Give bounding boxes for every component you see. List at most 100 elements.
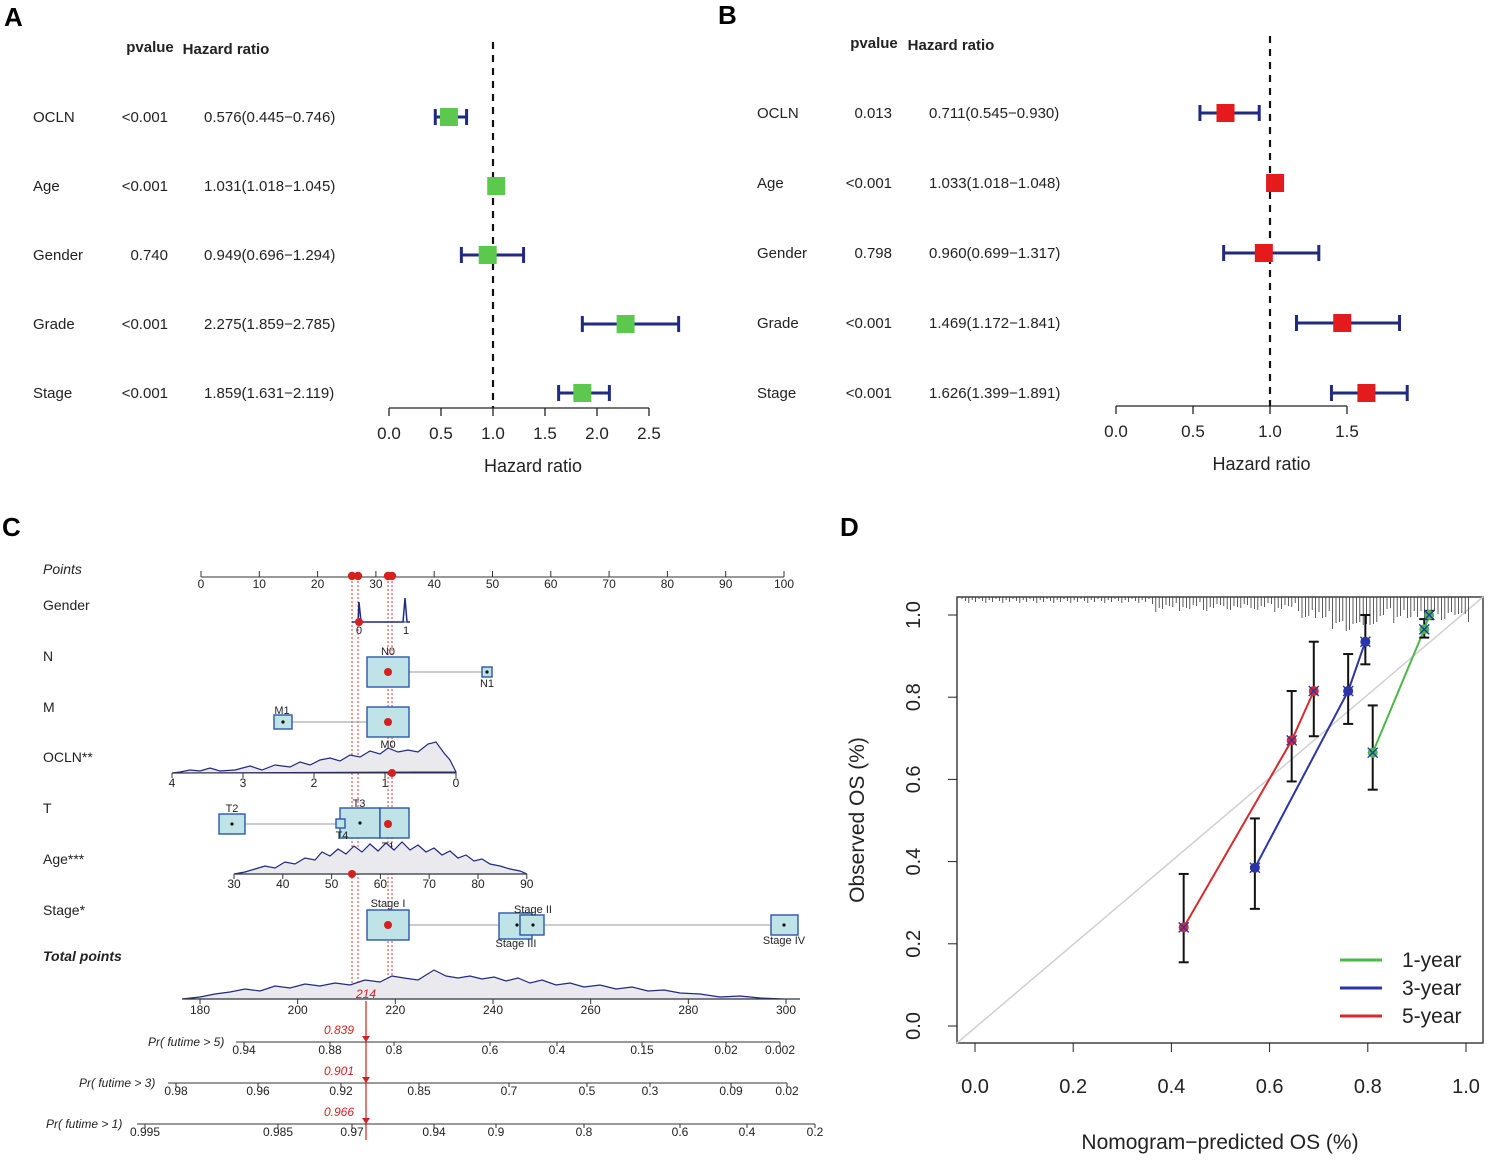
row-name: Gender xyxy=(33,247,83,264)
variable-label: N xyxy=(43,648,53,664)
points-tick-label: 30 xyxy=(369,577,383,591)
x-tick-label: 0.0 xyxy=(961,1076,989,1098)
stage-ii-dot xyxy=(531,923,535,927)
panel-label-d: D xyxy=(840,512,859,542)
legend-label: 3-year xyxy=(1402,977,1462,1000)
hr-marker xyxy=(1333,314,1352,332)
total-density xyxy=(181,969,800,1000)
probability-arrow xyxy=(362,1118,370,1124)
row-name: Age xyxy=(33,178,60,195)
point-cross xyxy=(1342,685,1354,697)
hr-marker xyxy=(573,384,592,402)
row-pvalue: <0.001 xyxy=(846,385,892,402)
total-tick-label: 260 xyxy=(581,1003,601,1017)
m-label-m0: M0 xyxy=(380,739,395,751)
y-tick-label: 0.8 xyxy=(903,683,925,711)
probability-tick-label: 0.94 xyxy=(232,1043,256,1057)
total-points-label: Total points xyxy=(43,948,122,964)
calibration-plot-d: 0.0 0.2 0.4 0.6 0.8 1.0 0.0 0.2 0.4 0.6 0.8 1.0 Nomo… xyxy=(846,596,1484,1154)
age-selected-marker xyxy=(348,870,356,878)
panel-label-c: C xyxy=(2,512,21,542)
age-density xyxy=(233,841,528,875)
header-hazard-ratio: Hazard ratio xyxy=(183,41,270,58)
points-marker xyxy=(387,571,397,581)
x-tick-label: 0.2 xyxy=(1059,1076,1087,1098)
total-tick-label: 280 xyxy=(678,1003,698,1017)
age-tick-label: 30 xyxy=(227,877,241,891)
probability-arrow xyxy=(362,1077,370,1083)
x-tick-label: 0.5 xyxy=(429,424,453,443)
probability-tick-label: 0.8 xyxy=(576,1125,593,1139)
ideal-diagonal xyxy=(956,596,1484,1044)
t-label-t4: T4 xyxy=(336,830,349,842)
point-cross xyxy=(1423,609,1435,621)
probability-value: 0.966 xyxy=(324,1105,354,1119)
total-tick-label: 220 xyxy=(385,1003,405,1017)
row-name: Age xyxy=(757,175,784,192)
t2-dot xyxy=(230,822,234,826)
row-name: Stage xyxy=(757,385,796,402)
probability-tick-label: 0.98 xyxy=(164,1084,188,1098)
hr-marker xyxy=(487,177,506,195)
point-cross xyxy=(1249,862,1261,874)
probability-tick-label: 0.4 xyxy=(739,1125,756,1139)
probability-tick-label: 0.3 xyxy=(642,1084,659,1098)
m1-dot xyxy=(281,720,285,724)
probability-tick-label: 0.4 xyxy=(549,1043,566,1057)
n-label-n0: N0 xyxy=(381,646,395,658)
gender-selected-marker xyxy=(355,618,363,626)
probability-tick-label: 0.5 xyxy=(579,1084,596,1098)
m0-box xyxy=(366,706,410,738)
y-axis-label: Observed OS (%) xyxy=(846,737,869,903)
points-tick-label: 0 xyxy=(198,577,205,591)
probability-tick-label: 0.09 xyxy=(719,1084,743,1098)
m-selected-marker xyxy=(384,718,392,726)
forest-plot-a: pvalue Hazard ratio OCLN <0.001 0.576(0.445−… xyxy=(33,39,681,476)
probability-arrow xyxy=(362,1036,370,1042)
m-label-m1: M1 xyxy=(274,705,289,717)
row-hr-text: 1.033(1.018−1.048) xyxy=(929,175,1060,192)
probability-label: Pr( futime > 5) xyxy=(148,1035,224,1049)
probability-tick-label: 0.6 xyxy=(482,1043,499,1057)
total-tick-label: 200 xyxy=(288,1003,308,1017)
point-cross xyxy=(1308,685,1320,697)
age-tick-label: 60 xyxy=(374,877,388,891)
row-hr-text: 1.469(1.172−1.841) xyxy=(929,315,1060,332)
total-tick-label: 240 xyxy=(483,1003,503,1017)
ocln-tick-label: 1 xyxy=(382,776,389,790)
row-hr-text: 2.275(1.859−2.785) xyxy=(204,316,335,333)
t4-box xyxy=(335,818,346,829)
probability-tick-label: 0.96 xyxy=(246,1084,270,1098)
age-tick-label: 80 xyxy=(471,877,485,891)
row-name: OCLN xyxy=(33,109,75,126)
x-axis-label: Hazard ratio xyxy=(1212,454,1310,474)
probability-tick-label: 0.9 xyxy=(488,1125,505,1139)
x-tick-label: 1.5 xyxy=(533,424,557,443)
hr-marker xyxy=(1266,174,1285,192)
row-pvalue: <0.001 xyxy=(122,109,168,126)
row-hr-text: 0.949(0.696−1.294) xyxy=(204,247,335,264)
probability-tick-label: 0.02 xyxy=(714,1043,738,1057)
y-tick-label: 0.0 xyxy=(903,1012,925,1040)
panel-label-a: A xyxy=(4,2,23,32)
probability-tick-label: 0.85 xyxy=(407,1084,431,1098)
row-pvalue: <0.001 xyxy=(122,385,168,402)
header-hazard-ratio: Hazard ratio xyxy=(908,37,995,54)
row-hr-text: 0.711(0.545−0.930) xyxy=(929,105,1059,122)
x-axis-label: Nomogram−predicted OS (%) xyxy=(1081,1131,1358,1154)
series-line-5-year xyxy=(1182,690,1315,928)
row-name: Gender xyxy=(757,245,807,262)
stage-selected-marker xyxy=(384,921,392,929)
hr-marker xyxy=(478,246,497,264)
x-tick-label: 1.0 xyxy=(1258,422,1282,441)
probability-tick-label: 0.15 xyxy=(630,1043,654,1057)
n-selected-marker xyxy=(384,668,392,676)
rug-marks xyxy=(961,597,1469,631)
probability-label: Pr( futime > 1) xyxy=(46,1117,122,1131)
x-tick-label: 1.0 xyxy=(481,424,505,443)
probability-tick-label: 0.995 xyxy=(130,1125,160,1139)
points-tick-label: 60 xyxy=(544,577,558,591)
hr-marker xyxy=(439,108,458,126)
ocln-tick-label: 2 xyxy=(311,776,318,790)
